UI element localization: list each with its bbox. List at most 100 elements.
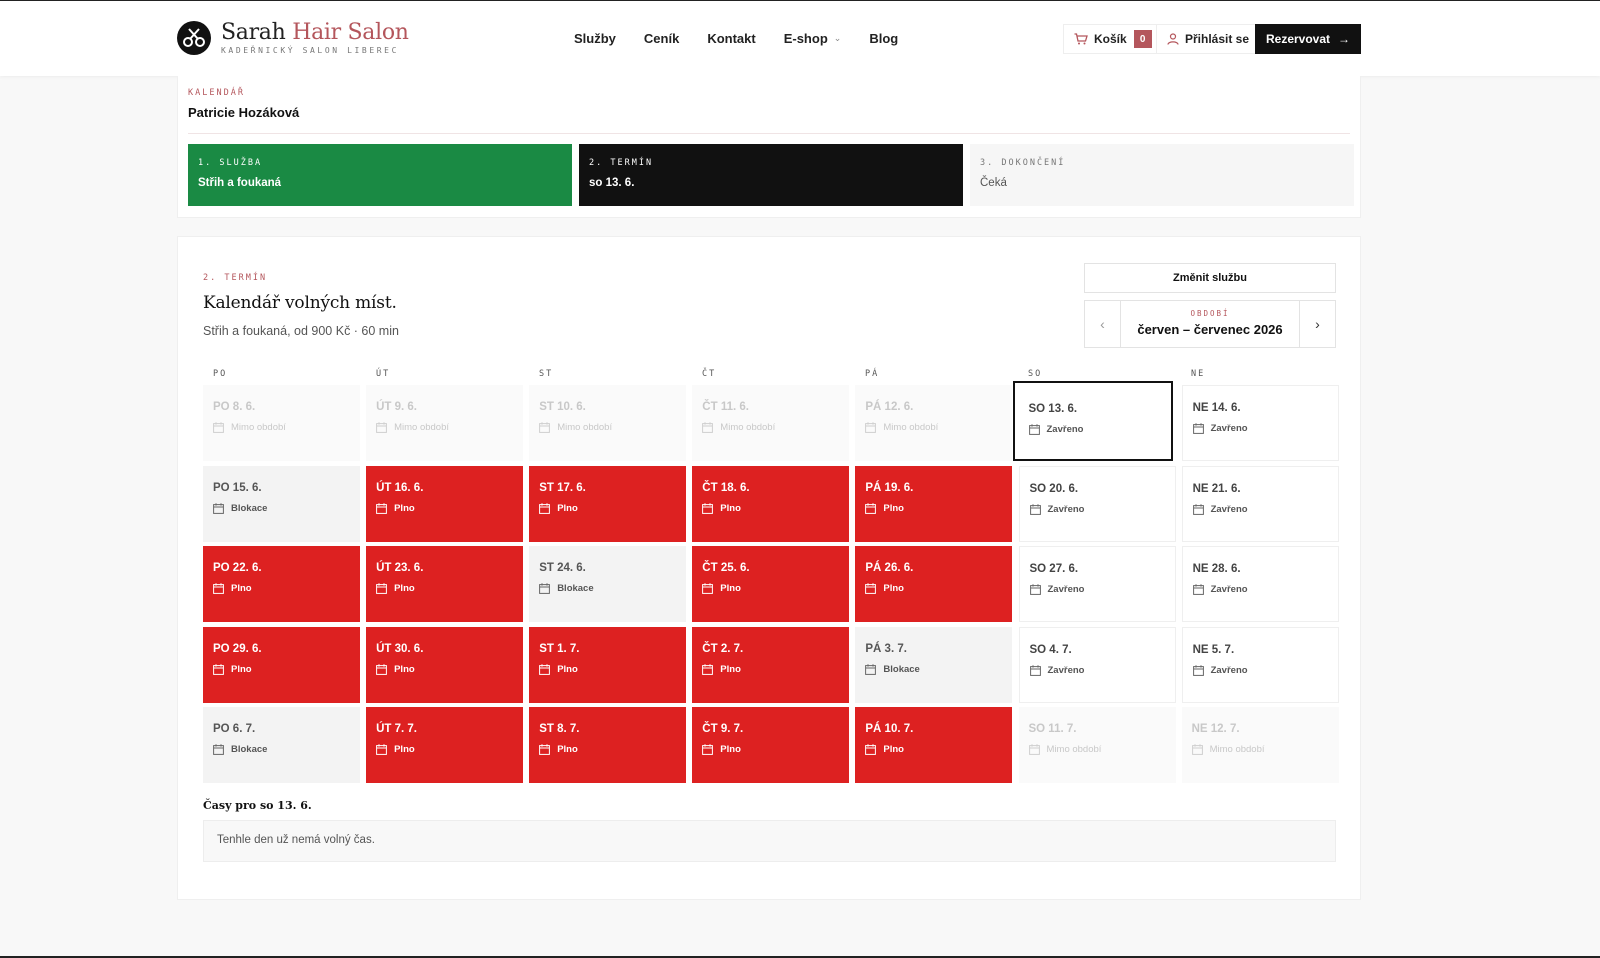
calendar-icon <box>213 502 224 514</box>
calendar-icon <box>376 422 387 433</box>
day-date: ÚT 9. 6. <box>376 401 417 413</box>
login-button[interactable]: Přihlásit se <box>1156 24 1261 54</box>
day-status: Blokace <box>865 664 1002 675</box>
calendar-subtitle: Střih a foukaná, od 900 Kč · 60 min <box>203 324 399 338</box>
calendar-icon <box>1192 423 1204 434</box>
calendar-icon <box>702 744 714 755</box>
period-label: OBDOBÍ <box>1190 309 1230 318</box>
day-date: NE 12. 7. <box>1191 723 1240 735</box>
calendar-day[interactable]: ST 17. 6. Plno <box>529 465 687 542</box>
day-status: Plno <box>539 664 676 675</box>
day-status: Mimo období <box>1028 744 1166 755</box>
day-date: ÚT 7. 7. <box>376 723 417 735</box>
calendar-day[interactable]: PO 15. 6. Blokace <box>203 465 360 542</box>
calendar-icon <box>1192 584 1204 595</box>
user-icon <box>1167 33 1179 45</box>
day-status: Zavřeno <box>1028 424 1161 435</box>
reserve-button[interactable]: Rezervovat → <box>1255 24 1361 54</box>
calendar-day[interactable]: PÁ 3. 7. Blokace <box>855 626 1013 703</box>
calendar-icon <box>1192 503 1204 515</box>
calendar-day[interactable]: PO 29. 6. Plno <box>203 626 360 703</box>
chevron-down-icon: ⌄ <box>833 33 842 43</box>
day-status: Plno <box>702 503 839 514</box>
calendar-day[interactable]: NE 21. 6. Zavřeno <box>1181 465 1339 542</box>
calendar-day[interactable]: ST 1. 7. Plno <box>529 626 687 703</box>
calendar-day[interactable]: SO 13. 6. Zavřeno <box>1012 381 1173 461</box>
calendar-title: Kalendář volných míst. <box>203 293 397 313</box>
calendar-day[interactable]: ČT 9. 7. Plno <box>692 707 850 783</box>
day-status: Plno <box>213 664 350 675</box>
calendar-icon <box>865 422 877 433</box>
booking-progress-card: KALENDÁŘ Patricie Hozáková 1. SLUŽBA Stř… <box>177 76 1361 218</box>
calendar-day[interactable]: PÁ 19. 6. Plno <box>855 465 1013 542</box>
calendar-day[interactable]: ÚT 23. 6. Plno <box>366 546 524 622</box>
calendar-day[interactable]: ČT 2. 7. Plno <box>692 626 850 703</box>
calendar-day[interactable]: PÁ 26. 6. Plno <box>855 546 1013 622</box>
calendar-day[interactable]: SO 4. 7. Zavřeno <box>1018 626 1176 703</box>
calendar-icon <box>865 583 877 594</box>
day-date: NE 21. 6. <box>1192 482 1241 495</box>
calendar-icon <box>213 744 224 755</box>
day-date: PO 8. 6. <box>213 401 256 413</box>
weekday-label: PO <box>213 369 228 379</box>
calendar-day[interactable]: SO 20. 6. Zavřeno <box>1018 465 1176 542</box>
day-date: NE 14. 6. <box>1192 402 1241 414</box>
chevron-left-icon: ‹ <box>1100 316 1105 332</box>
day-status: Mimo období <box>213 422 350 433</box>
step-service[interactable]: 1. SLUŽBA Střih a foukaná <box>188 144 572 206</box>
calendar-day[interactable]: NE 5. 7. Zavřeno <box>1181 626 1339 703</box>
day-date: ST 10. 6. <box>539 401 586 413</box>
day-status: Plno <box>702 744 839 755</box>
calendar-day[interactable]: PO 22. 6. Plno <box>203 546 360 622</box>
day-date: ČT 18. 6. <box>702 481 750 494</box>
cart-button[interactable]: Košík 0 <box>1063 24 1162 54</box>
calendar-day[interactable]: ST 8. 7. Plno <box>529 707 687 783</box>
main-nav: Služby Ceník Kontakt E-shop ⌄ Blog <box>574 31 926 46</box>
brand-title: Sarah Hair Salon <box>221 20 409 45</box>
next-period-button[interactable]: › <box>1299 301 1335 347</box>
calendar-icon <box>702 502 714 514</box>
day-date: PÁ 19. 6. <box>865 481 914 494</box>
day-status: Plno <box>376 744 513 755</box>
calendar-day[interactable]: ST 24. 6. Blokace <box>529 546 687 622</box>
change-service-button[interactable]: Změnit službu <box>1084 263 1336 293</box>
day-status: Zavřeno <box>1029 584 1165 595</box>
step-date[interactable]: 2. TERMÍN so 13. 6. <box>579 144 963 206</box>
calendar-day[interactable]: ČT 18. 6. Plno <box>692 465 850 542</box>
day-status: Mimo období <box>865 422 1002 433</box>
nav-item-kontakt[interactable]: Kontakt <box>707 31 756 46</box>
scissors-logo-icon <box>177 21 211 55</box>
calendar-section-label: 2. TERMÍN <box>203 273 268 283</box>
step-value: Čeká <box>980 177 1007 189</box>
calendar-day[interactable]: PÁ 10. 7. Plno <box>855 707 1013 783</box>
calendar-day[interactable]: NE 14. 6. Zavřeno <box>1181 385 1339 461</box>
calendar-day[interactable]: PO 6. 7. Blokace <box>203 707 360 783</box>
nav-item-blog[interactable]: Blog <box>869 31 899 46</box>
day-status: Plno <box>376 583 513 594</box>
calendar-day[interactable]: ÚT 30. 6. Plno <box>366 626 524 703</box>
day-status: Blokace <box>539 583 676 594</box>
calendar-day[interactable]: ÚT 16. 6. Plno <box>366 465 524 542</box>
calendar-icon <box>376 502 387 514</box>
day-date: ČT 9. 7. <box>702 723 744 735</box>
cart-count-badge: 0 <box>1133 30 1152 48</box>
day-status: Zavřeno <box>1192 584 1328 595</box>
day-status: Zavřeno <box>1192 503 1328 515</box>
day-date: ST 24. 6. <box>539 562 586 574</box>
calendar-day[interactable]: NE 28. 6. Zavřeno <box>1181 546 1339 622</box>
nav-item-sluzby[interactable]: Služby <box>574 31 616 46</box>
logo[interactable]: Sarah Hair Salon KADEŘNICKÝ SALON LIBERE… <box>177 21 409 55</box>
day-status: Plno <box>865 503 1002 514</box>
reserve-label: Rezervovat <box>1265 32 1331 46</box>
calendar-day[interactable]: ÚT 7. 7. Plno <box>366 707 524 783</box>
calendar-day[interactable]: ČT 25. 6. Plno <box>692 546 850 622</box>
bottom-border <box>0 956 1600 958</box>
step-label: 2. TERMÍN <box>589 158 654 168</box>
calendar-day[interactable]: SO 27. 6. Zavřeno <box>1018 546 1176 622</box>
prev-period-button[interactable]: ‹ <box>1085 301 1121 347</box>
nav-item-cenik[interactable]: Ceník <box>643 31 680 46</box>
day-status: Plno <box>865 583 1002 594</box>
day-status: Blokace <box>213 503 350 514</box>
nav-item-eshop[interactable]: E-shop ⌄ <box>783 31 842 46</box>
calendar-icon <box>376 744 387 755</box>
